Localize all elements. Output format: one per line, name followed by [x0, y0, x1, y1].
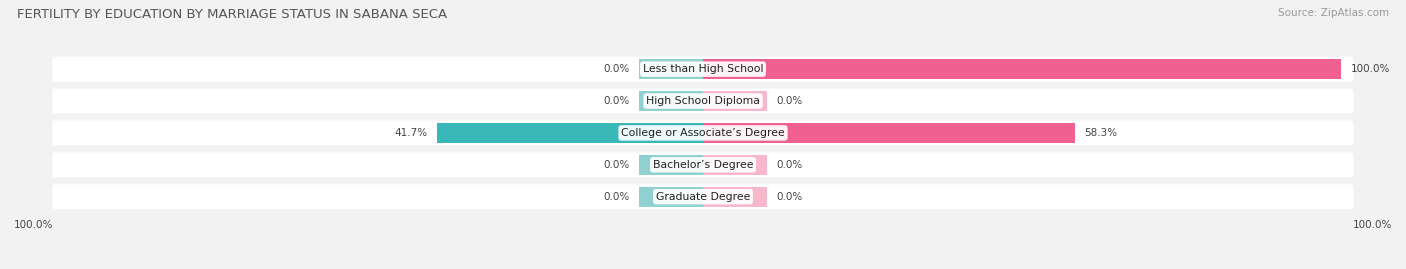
Bar — [640, 187, 703, 207]
Bar — [437, 123, 703, 143]
FancyBboxPatch shape — [52, 89, 1354, 114]
Text: 100.0%: 100.0% — [14, 220, 53, 230]
Bar — [703, 123, 1076, 143]
Text: 100.0%: 100.0% — [1351, 64, 1391, 74]
Text: College or Associate’s Degree: College or Associate’s Degree — [621, 128, 785, 138]
Text: 0.0%: 0.0% — [603, 192, 630, 202]
Text: 0.0%: 0.0% — [603, 64, 630, 74]
Bar — [640, 155, 703, 175]
Text: Less than High School: Less than High School — [643, 64, 763, 74]
Text: 0.0%: 0.0% — [776, 160, 803, 170]
FancyBboxPatch shape — [52, 152, 1354, 177]
Bar — [703, 59, 1341, 79]
Text: FERTILITY BY EDUCATION BY MARRIAGE STATUS IN SABANA SECA: FERTILITY BY EDUCATION BY MARRIAGE STATU… — [17, 8, 447, 21]
Bar — [703, 187, 766, 207]
Text: 0.0%: 0.0% — [603, 160, 630, 170]
Text: 0.0%: 0.0% — [776, 96, 803, 106]
Text: High School Diploma: High School Diploma — [647, 96, 759, 106]
Text: Graduate Degree: Graduate Degree — [655, 192, 751, 202]
Text: 100.0%: 100.0% — [1353, 220, 1392, 230]
Text: 58.3%: 58.3% — [1084, 128, 1118, 138]
Bar — [640, 59, 703, 79]
FancyBboxPatch shape — [52, 121, 1354, 145]
Text: 0.0%: 0.0% — [776, 192, 803, 202]
FancyBboxPatch shape — [52, 184, 1354, 209]
FancyBboxPatch shape — [52, 57, 1354, 82]
Bar — [640, 91, 703, 111]
Text: Source: ZipAtlas.com: Source: ZipAtlas.com — [1278, 8, 1389, 18]
Bar — [703, 91, 766, 111]
Text: 0.0%: 0.0% — [603, 96, 630, 106]
Text: 41.7%: 41.7% — [394, 128, 427, 138]
Text: Bachelor’s Degree: Bachelor’s Degree — [652, 160, 754, 170]
Bar — [703, 155, 766, 175]
